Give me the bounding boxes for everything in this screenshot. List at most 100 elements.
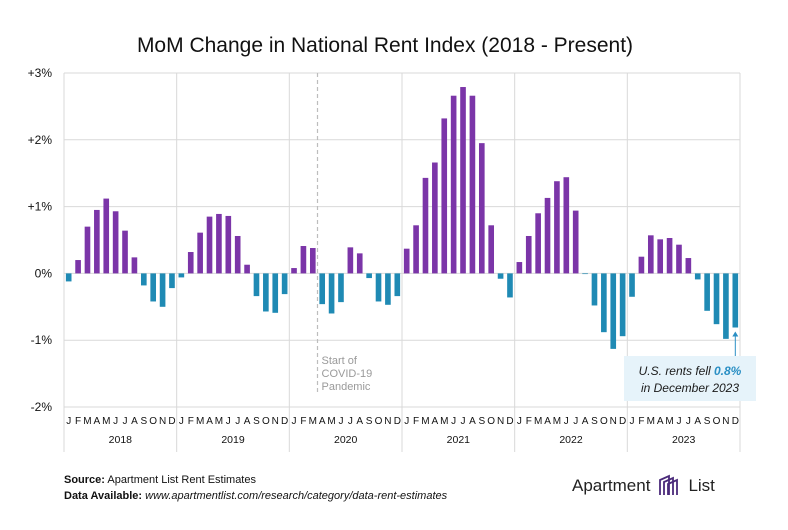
bar-2019-2: [187, 252, 194, 274]
bar-2020-2: [300, 246, 307, 274]
bar-2020-3: [309, 248, 316, 274]
bar-2023-7: [685, 258, 692, 274]
month-label: A: [544, 416, 551, 427]
bar-2021-2: [413, 225, 419, 274]
month-label: J: [123, 416, 128, 427]
month-label: J: [338, 416, 343, 427]
bar-2023-12: [732, 273, 739, 328]
bar-2018-11: [159, 273, 166, 307]
y-axis-ticks: +3% +2% +1% 0% -1% -2%: [28, 66, 53, 414]
month-label: O: [713, 416, 721, 427]
bar-2018-7: [122, 230, 128, 274]
month-label: O: [262, 416, 270, 427]
bar-2019-10: [263, 273, 269, 312]
source-text: Apartment List Rent Estimates: [107, 474, 256, 486]
month-label: A: [94, 416, 101, 427]
y-tick-label: -1%: [31, 333, 53, 347]
bar-2022-7: [572, 210, 579, 274]
month-label: J: [564, 416, 569, 427]
bar-2022-8: [582, 273, 588, 275]
month-label: A: [657, 416, 664, 427]
covid-note-line: COVID-19: [322, 368, 373, 380]
callout-arrow-icon: [732, 331, 739, 337]
bar-2023-11: [723, 273, 729, 339]
bar-2021-3: [422, 177, 429, 274]
bar-2021-4: [432, 162, 438, 274]
bar-2019-6: [225, 215, 232, 274]
month-label: J: [573, 416, 578, 427]
month-label: A: [206, 416, 213, 427]
month-label: N: [384, 416, 391, 427]
y-tick-label: -2%: [31, 400, 53, 414]
bar-2020-9: [366, 273, 372, 279]
month-label: S: [478, 416, 485, 427]
month-label: A: [244, 416, 251, 427]
month-label: J: [226, 416, 231, 427]
bar-2023-10: [713, 273, 720, 325]
month-label: M: [327, 416, 335, 427]
year-label: 2020: [334, 434, 358, 446]
month-label: F: [75, 416, 81, 427]
month-label: J: [179, 416, 184, 427]
callout-prefix: U.S. rents fell: [639, 364, 714, 378]
bar-2021-12: [507, 273, 513, 298]
bar-2019-7: [234, 235, 241, 274]
bar-2018-12: [169, 273, 175, 289]
x-axis-year-labels: 2018 2019 2020 2021 2022 2023: [109, 434, 696, 446]
month-label: A: [694, 416, 701, 427]
source-line: Source: Apartment List Rent Estimates: [64, 474, 256, 486]
month-label: M: [647, 416, 655, 427]
bar-2022-1: [516, 262, 523, 274]
month-label: N: [497, 416, 504, 427]
month-label: D: [168, 416, 175, 427]
bar-2019-12: [281, 273, 288, 295]
bar-2023-9: [704, 273, 710, 311]
month-label: J: [686, 416, 691, 427]
data-available-link[interactable]: www.apartmentlist.com/research/category/…: [145, 490, 448, 502]
bar-2023-2: [638, 256, 645, 274]
month-label: F: [526, 416, 532, 427]
apartment-list-logo: Apartment List: [572, 474, 715, 498]
month-label: O: [600, 416, 608, 427]
bar-2021-1: [403, 248, 410, 274]
bar-2018-6: [112, 211, 119, 274]
month-label: N: [159, 416, 166, 427]
month-label: D: [281, 416, 288, 427]
month-label: J: [630, 416, 635, 427]
bar-2020-6: [338, 273, 344, 303]
month-label: M: [665, 416, 673, 427]
bar-2018-9: [140, 273, 147, 286]
month-label: J: [235, 416, 240, 427]
y-tick-label: +1%: [28, 200, 53, 214]
chart-title: MoM Change in National Rent Index (2018 …: [137, 34, 633, 57]
month-label: J: [676, 416, 681, 427]
logo-word-list: List: [688, 476, 715, 495]
month-label: A: [582, 416, 589, 427]
bar-2022-4: [544, 197, 551, 274]
year-label: 2019: [221, 434, 245, 446]
month-label: J: [404, 416, 409, 427]
data-available-line: Data Available: www.apartmentlist.com/re…: [64, 490, 447, 502]
source-label: Source:: [64, 474, 105, 486]
bar-2018-8: [131, 257, 138, 274]
month-label: D: [506, 416, 513, 427]
bar-2019-8: [244, 264, 250, 274]
bar-2018-5: [103, 198, 110, 274]
bar-2023-1: [629, 273, 635, 297]
bar-2018-2: [75, 260, 81, 274]
month-label: F: [413, 416, 419, 427]
month-label: O: [487, 416, 495, 427]
bar-2020-8: [356, 253, 363, 274]
month-label: A: [469, 416, 476, 427]
month-label: S: [140, 416, 147, 427]
bar-2023-4: [657, 239, 664, 274]
month-label: N: [722, 416, 729, 427]
bar-2020-4: [319, 273, 326, 305]
bar-2018-1: [65, 273, 72, 282]
callout-value: 0.8%: [714, 364, 742, 378]
bar-2019-4: [206, 216, 213, 274]
bar-2020-1: [291, 268, 297, 274]
month-label: J: [517, 416, 522, 427]
bar-2023-6: [676, 244, 682, 274]
